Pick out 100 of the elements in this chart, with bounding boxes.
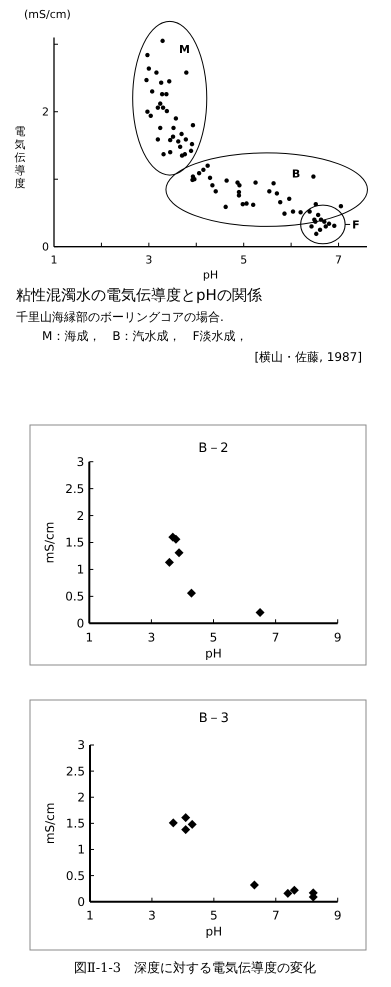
point [161, 152, 166, 156]
point [290, 209, 296, 214]
point [250, 202, 256, 208]
point [171, 126, 176, 130]
y-axis-title: mS/cm [42, 522, 56, 564]
text: M：海成， B：汽水成， F淡水成， [42, 329, 248, 343]
point [298, 210, 303, 214]
x-tick-label: 1 [86, 908, 94, 923]
point [145, 52, 150, 58]
y-tick-label: 1.5 [65, 536, 84, 550]
point [144, 78, 149, 82]
point [314, 232, 318, 236]
point [326, 222, 332, 226]
x-tick-label: 9 [334, 908, 342, 923]
point [290, 886, 299, 895]
point [156, 137, 160, 142]
point [267, 189, 272, 194]
point [181, 813, 190, 822]
point [250, 880, 259, 890]
point [188, 820, 197, 829]
point [167, 79, 172, 84]
point [154, 70, 159, 75]
point [188, 148, 194, 154]
point [237, 183, 242, 188]
point [178, 144, 182, 150]
chart-title: B－3 [198, 711, 229, 726]
x-axis-title: pH [205, 646, 222, 660]
point [170, 134, 176, 139]
x-tick-label: 7 [272, 908, 280, 923]
x-tick-label: 3 [145, 254, 152, 267]
x-tick-label: 7 [335, 254, 342, 267]
x-tick-label: 5 [240, 254, 248, 267]
point [201, 168, 206, 172]
text: 千里山海縁部のボーリングコアの場合. [16, 310, 224, 324]
point [180, 153, 184, 158]
point [164, 92, 169, 96]
y-tick-label: 1 [77, 842, 85, 857]
point [148, 114, 153, 118]
chart-title: B－2 [198, 441, 229, 456]
point [283, 888, 292, 898]
x-tick-label: 5 [210, 908, 218, 923]
y-tick-label: 2.5 [65, 482, 84, 496]
point [223, 204, 228, 210]
point [214, 189, 218, 194]
point [190, 142, 194, 146]
point [168, 818, 178, 828]
x-axis-title: pH [206, 924, 222, 939]
x-axis-title: pH [202, 268, 218, 282]
x-tick-label: 3 [148, 908, 156, 923]
point [236, 193, 242, 198]
point [324, 224, 328, 229]
series-label: B [292, 168, 300, 181]
point [158, 80, 164, 85]
y-axis-title: 電気伝導度 [14, 125, 26, 190]
point [186, 588, 196, 598]
point [208, 176, 212, 180]
point [168, 138, 172, 142]
point [253, 180, 258, 185]
text: 図Ⅱ-1-3 深度に対する電気伝導度の変化 [74, 960, 316, 976]
point [309, 224, 314, 229]
x-tick-label: 9 [334, 630, 342, 644]
point [210, 183, 215, 188]
y-tick-label: 0 [42, 240, 49, 254]
text: [横山・佐藤, 1987] [254, 350, 362, 364]
y-tick-label: 0 [77, 894, 85, 909]
point [205, 164, 210, 168]
point [179, 132, 184, 136]
point [156, 105, 160, 110]
point [145, 110, 150, 114]
point [160, 92, 164, 96]
y-tick-label: 2.5 [66, 764, 85, 778]
x-tick-label: 1 [50, 254, 58, 267]
point [164, 558, 174, 567]
point [184, 70, 189, 75]
point [146, 66, 152, 71]
y-tick-label: 2 [42, 106, 49, 119]
point [150, 89, 154, 94]
point [271, 181, 276, 186]
point [168, 150, 172, 154]
point [278, 200, 282, 204]
y-tick-label: 2 [76, 508, 84, 523]
y-tick-label: 3 [76, 454, 84, 469]
point [322, 220, 327, 224]
point [316, 212, 320, 218]
point [318, 218, 324, 222]
x-tick-label: 5 [210, 630, 218, 644]
legend-label: F [352, 218, 360, 232]
point [196, 170, 202, 176]
y-tick-label: 2 [77, 790, 85, 804]
y-tick-label: 0.5 [65, 590, 84, 604]
point [287, 196, 292, 201]
point [224, 178, 229, 183]
point [176, 139, 180, 144]
point [174, 116, 178, 121]
point [318, 228, 322, 232]
y-tick-label: 0 [76, 616, 84, 630]
point [158, 126, 162, 130]
x-tick-label: 3 [148, 630, 156, 644]
point [160, 105, 166, 110]
point [244, 201, 249, 206]
